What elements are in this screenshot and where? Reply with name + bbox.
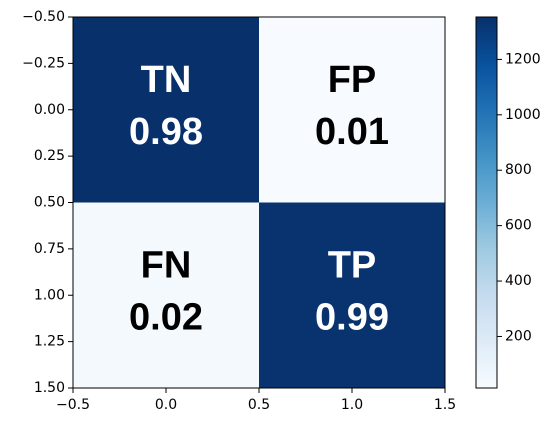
y-tick-label: 0.00 bbox=[34, 102, 65, 118]
x-tick-label: 1.0 bbox=[341, 397, 363, 413]
heatmap-cell bbox=[259, 202, 445, 388]
y-tick-label: 1.50 bbox=[34, 380, 65, 396]
y-tick-label: −0.50 bbox=[22, 9, 65, 25]
colorbar-tick-label: 1200 bbox=[505, 51, 541, 67]
x-tick-label: 0.0 bbox=[155, 397, 177, 413]
colorbar bbox=[475, 16, 498, 389]
x-tick-label: 1.5 bbox=[434, 397, 456, 413]
cell-label: 0.98 bbox=[129, 111, 203, 153]
colorbar-tick-label: 800 bbox=[505, 162, 532, 178]
colorbar-tick-label: 400 bbox=[505, 273, 532, 289]
cell-annotation: FN bbox=[141, 244, 192, 286]
y-tick-label: 1.00 bbox=[34, 287, 65, 303]
colorbar-tick-label: 600 bbox=[505, 218, 532, 234]
x-tick-label: −0.5 bbox=[56, 397, 90, 413]
cell-label: 0.99 bbox=[315, 296, 389, 338]
cell-annotation: TN bbox=[141, 59, 192, 101]
heatmap-cell bbox=[73, 17, 259, 203]
cell-label: 0.02 bbox=[129, 296, 203, 338]
y-tick-label: 0.75 bbox=[34, 241, 65, 257]
x-tick-label: 0.5 bbox=[248, 397, 270, 413]
y-tick-label: 1.25 bbox=[34, 334, 65, 350]
cell-label: 0.01 bbox=[315, 111, 389, 153]
colorbar-tick-label: 200 bbox=[505, 328, 532, 344]
heatmap-cell bbox=[259, 17, 445, 203]
y-tick-label: 0.25 bbox=[34, 148, 65, 164]
heatmap-cell bbox=[73, 202, 259, 388]
colorbar-tick-label: 1000 bbox=[505, 107, 541, 123]
cell-annotation: FP bbox=[328, 59, 377, 101]
y-tick-label: 0.50 bbox=[34, 195, 65, 211]
cell-annotation: TP bbox=[328, 244, 377, 286]
y-tick-label: −0.25 bbox=[22, 55, 65, 71]
